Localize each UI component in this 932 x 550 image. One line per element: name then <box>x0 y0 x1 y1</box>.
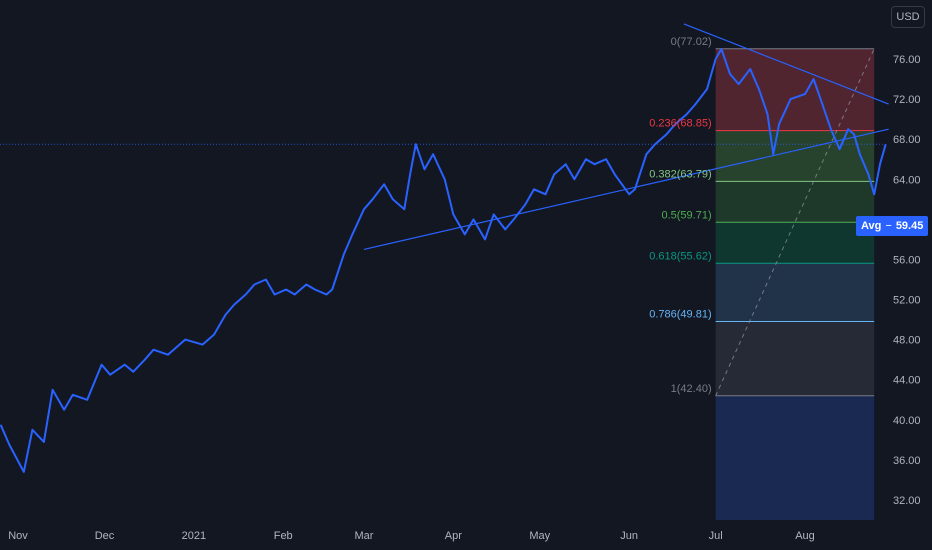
fib-level-label: 0.382(63.79) <box>649 168 711 180</box>
fib-level-label: 0.786(49.81) <box>649 308 711 320</box>
price-series <box>0 48 887 473</box>
x-tick-label: Nov <box>8 530 28 542</box>
y-tick-label: 52.00 <box>893 295 921 307</box>
x-tick-label: Apr <box>445 530 462 542</box>
fib-zone <box>715 181 875 223</box>
y-tick-label: 32.00 <box>893 495 921 507</box>
y-tick-label: 56.00 <box>893 254 921 266</box>
fib-level-label: 0.236(68.85) <box>649 118 711 130</box>
avg-value: 59.45 <box>895 220 924 232</box>
avg-price-tag: Avg − 59.45 <box>856 216 929 236</box>
trend-line <box>683 23 889 105</box>
y-tick-label: 40.00 <box>893 415 921 427</box>
fibonacci-labels: 0(77.02) 0.236(68.85) 0.382(63.79) 0.5(59.7… <box>649 36 711 395</box>
x-axis[interactable]: Nov Dec 2021 Feb Mar Apr May Jun Jul Aug <box>8 530 815 542</box>
x-tick-label: Aug <box>795 530 815 542</box>
x-tick-label: Jul <box>709 530 723 542</box>
x-tick-label: Feb <box>274 530 293 542</box>
x-tick-label: Dec <box>95 530 115 542</box>
y-tick-label: 36.00 <box>893 455 921 467</box>
fibonacci-retracement[interactable] <box>715 48 875 521</box>
fib-zone <box>715 321 875 396</box>
x-tick-label: Jun <box>620 530 638 542</box>
fib-level-label: 0.618(55.62) <box>649 250 711 262</box>
price-line <box>0 48 887 473</box>
fib-zone <box>715 222 875 264</box>
fib-zone <box>715 263 875 322</box>
currency-button[interactable]: USD <box>891 6 925 28</box>
fib-level-label: 0(77.02) <box>671 36 712 48</box>
y-tick-label: 68.00 <box>893 134 921 146</box>
fib-level-label: 1(42.40) <box>671 383 712 395</box>
y-axis[interactable]: 32.0036.0040.0044.0048.0052.0056.0060.00… <box>893 54 921 507</box>
fib-zone <box>715 395 875 521</box>
avg-separator: − <box>885 220 892 232</box>
fib-zone <box>715 48 875 131</box>
currency-label: USD <box>896 11 920 23</box>
y-tick-label: 44.00 <box>893 375 921 387</box>
y-tick-label: 64.00 <box>893 174 921 186</box>
y-tick-label: 72.00 <box>893 94 921 106</box>
y-tick-label: 76.00 <box>893 54 921 66</box>
fib-level-label: 0.5(59.71) <box>661 209 711 221</box>
x-tick-label: Mar <box>354 530 373 542</box>
x-tick-label: May <box>529 530 550 542</box>
y-tick-label: 48.00 <box>893 335 921 347</box>
x-tick-label: 2021 <box>182 530 206 542</box>
avg-label: Avg <box>861 220 882 232</box>
